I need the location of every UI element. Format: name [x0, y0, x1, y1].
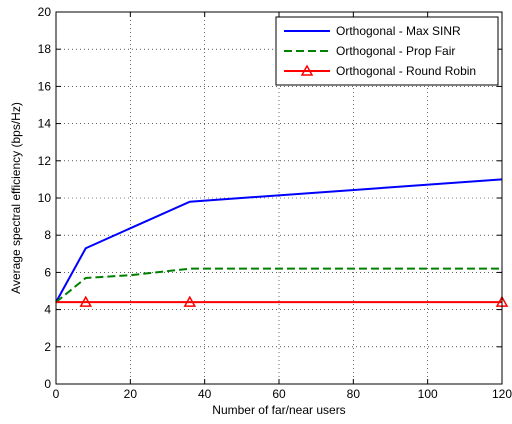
- x-tick-label: 40: [198, 387, 212, 401]
- y-tick-label: 2: [44, 340, 51, 354]
- y-tick-label: 20: [38, 5, 52, 19]
- y-tick-label: 8: [44, 228, 51, 242]
- series-marker-3: [183, 295, 197, 307]
- legend-label-3: Orthogonal - Round Robin: [336, 64, 476, 78]
- plot-frame: [55, 11, 503, 385]
- y-axis-label: Average spectral efficiency (bps/Hz): [9, 102, 23, 294]
- legend-label-2: Orthogonal - Prop Fair: [336, 44, 455, 58]
- x-tick-label: 0: [53, 387, 60, 401]
- legend-marker-3: [300, 64, 314, 76]
- y-tick-label: 14: [38, 117, 52, 131]
- series-line-2: [55, 267, 502, 303]
- x-tick-label: 100: [418, 387, 438, 401]
- series-line-1: [55, 178, 503, 303]
- series-lines: [55, 178, 509, 307]
- y-tick-label: 12: [38, 154, 52, 168]
- legend-label-1: Orthogonal - Max SINR: [336, 24, 461, 38]
- legend: Orthogonal - Max SINR Orthogonal - Prop F…: [275, 16, 499, 86]
- y-tick-label: 16: [38, 79, 52, 93]
- x-axis-label: Number of far/near users: [212, 403, 345, 417]
- x-tick-label: 60: [272, 387, 286, 401]
- y-tick-label: 10: [38, 191, 52, 205]
- tick-labels: 0 20 40 60 80 100 120 0 2 4 6 8 10 12 14 16 18 20: [38, 5, 512, 401]
- y-tick-label: 0: [44, 377, 51, 391]
- y-tick-label: 18: [38, 42, 52, 56]
- x-tick-label: 20: [124, 387, 138, 401]
- y-tick-label: 4: [44, 303, 51, 317]
- y-tick-label: 6: [44, 265, 51, 279]
- x-tick-label: 120: [492, 387, 512, 401]
- x-tick-label: 80: [347, 387, 361, 401]
- series-marker-3: [79, 295, 93, 307]
